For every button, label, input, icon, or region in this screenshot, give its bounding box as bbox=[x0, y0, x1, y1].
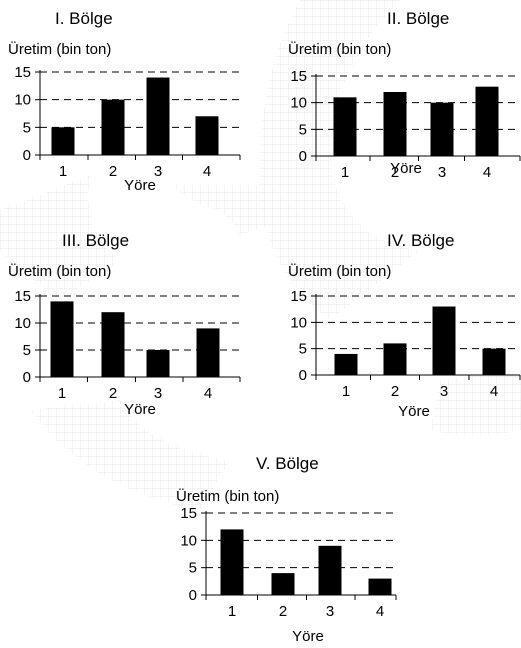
y-tick-label: 5 bbox=[189, 560, 197, 577]
bar-1 bbox=[334, 353, 358, 375]
y-tick-label: 5 bbox=[23, 342, 31, 359]
y-tick-label: 15 bbox=[290, 288, 307, 305]
bar-chart: I. Bölge Üretim (bin ton) 0 5 10 15 1 2 3 4 Yöre bbox=[8, 9, 241, 194]
chart-title: II. Bölge bbox=[387, 9, 449, 28]
y-axis-label: Üretim (bin ton) bbox=[288, 262, 391, 280]
y-tick-label: 10 bbox=[180, 532, 197, 549]
bar-1 bbox=[220, 529, 244, 595]
y-axis-label: Üretim (bin ton) bbox=[176, 487, 279, 505]
x-tick-label: 3 bbox=[440, 383, 448, 400]
x-tick-label: 1 bbox=[341, 164, 349, 181]
x-tick-label: 3 bbox=[154, 163, 162, 180]
bar-4 bbox=[195, 116, 219, 155]
watermark-arrow-middle bbox=[170, 185, 300, 235]
watermark-arc-right bbox=[430, 370, 521, 435]
bar-2 bbox=[271, 573, 295, 595]
y-tick-label: 5 bbox=[23, 119, 31, 136]
bar-4 bbox=[482, 348, 506, 375]
y-tick-label: 0 bbox=[299, 148, 307, 165]
x-axis-label: Yöre bbox=[292, 628, 324, 645]
bar-2 bbox=[383, 92, 407, 156]
chart-title: IV. Bölge bbox=[387, 231, 454, 250]
x-tick-label: 2 bbox=[279, 603, 287, 620]
bar-3 bbox=[430, 102, 454, 156]
x-axis-label: Yöre bbox=[398, 403, 430, 420]
y-tick-label: 15 bbox=[290, 68, 307, 85]
y-tick-label: 10 bbox=[14, 92, 31, 109]
y-axis-label: Üretim (bin ton) bbox=[8, 40, 111, 58]
bar-chart: III. Bölge Üretim (bin ton) 0 5 10 15 1 2 3 4 Yöre bbox=[8, 231, 241, 418]
x-tick-label: 1 bbox=[58, 385, 66, 402]
y-tick-label: 0 bbox=[299, 367, 307, 384]
y-axis-label: Üretim (bin ton) bbox=[8, 262, 111, 280]
bar-3 bbox=[318, 545, 342, 595]
y-tick-label: 10 bbox=[290, 95, 307, 112]
x-tick-label: 2 bbox=[391, 164, 399, 181]
bar-2 bbox=[383, 343, 407, 375]
x-tick-label: 1 bbox=[228, 603, 236, 620]
y-tick-label: 5 bbox=[299, 121, 307, 138]
bar-chart: V. Bölge Üretim (bin ton) 0 5 10 15 1 2 3 4 Yöre bbox=[176, 454, 397, 645]
bar-chart: II. Bölge Üretim (bin ton) 0 5 10 15 1 2 3 4 Yöre bbox=[288, 9, 521, 181]
bar-4 bbox=[368, 578, 392, 595]
chart-title: III. Bölge bbox=[62, 231, 129, 250]
y-tick-label: 0 bbox=[23, 147, 31, 164]
x-tick-label: 4 bbox=[490, 383, 498, 400]
y-tick-label: 15 bbox=[14, 64, 31, 81]
chart-region-4: IV. Bölge Üretim (bin ton) 0 5 10 15 1 2 3 4 Yöre bbox=[282, 222, 521, 422]
x-axis-label: Yöre bbox=[124, 177, 156, 194]
bar-4 bbox=[475, 86, 499, 156]
bar-4 bbox=[196, 328, 220, 377]
x-tick-label: 4 bbox=[483, 164, 491, 181]
bar-3 bbox=[432, 306, 456, 375]
bar-3 bbox=[146, 77, 170, 155]
x-tick-label: 3 bbox=[438, 164, 446, 181]
x-tick-label: 4 bbox=[203, 163, 211, 180]
chart-region-3: III. Bölge Üretim (bin ton) 0 5 10 15 1 2 3 4 Yöre bbox=[0, 222, 260, 422]
y-axis-label: Üretim (bin ton) bbox=[288, 40, 391, 58]
x-tick-label: 3 bbox=[326, 603, 334, 620]
x-tick-label: 1 bbox=[342, 383, 350, 400]
bar-2 bbox=[101, 312, 125, 377]
bar-1 bbox=[50, 301, 74, 377]
x-tick-label: 1 bbox=[59, 163, 67, 180]
watermark-arc-top bbox=[258, 0, 420, 320]
bar-3 bbox=[146, 350, 170, 377]
bar-1 bbox=[333, 97, 357, 156]
bar-1 bbox=[51, 127, 75, 155]
x-tick-label: 2 bbox=[109, 385, 117, 402]
y-tick-label: 5 bbox=[299, 341, 307, 358]
y-tick-label: 10 bbox=[290, 314, 307, 331]
chart-title: V. Bölge bbox=[256, 454, 319, 473]
chart-region-1: I. Bölge Üretim (bin ton) 0 5 10 15 1 2 3 4 Yöre bbox=[0, 0, 260, 200]
x-tick-label: 2 bbox=[109, 163, 117, 180]
chart-region-5: V. Bölge Üretim (bin ton) 0 5 10 15 1 2 3 4 Yöre bbox=[168, 442, 428, 648]
y-tick-label: 15 bbox=[180, 505, 197, 522]
chart-region-2: II. Bölge Üretim (bin ton) 0 5 10 15 1 2 3 4 Yöre bbox=[282, 0, 521, 200]
chart-title: I. Bölge bbox=[55, 9, 113, 28]
y-tick-label: 10 bbox=[14, 315, 31, 332]
bar-2 bbox=[101, 99, 125, 155]
x-axis-label: Yöre bbox=[390, 160, 422, 177]
x-axis-label: Yöre bbox=[124, 401, 156, 418]
x-tick-label: 3 bbox=[154, 385, 162, 402]
watermark-arc-bottom bbox=[30, 400, 230, 510]
y-tick-label: 0 bbox=[23, 369, 31, 386]
x-tick-label: 4 bbox=[376, 603, 384, 620]
x-tick-label: 2 bbox=[391, 383, 399, 400]
y-tick-label: 0 bbox=[189, 587, 197, 604]
x-tick-label: 4 bbox=[204, 385, 212, 402]
bar-chart: IV. Bölge Üretim (bin ton) 0 5 10 15 1 2 3 4 Yöre bbox=[288, 231, 521, 420]
y-tick-label: 15 bbox=[14, 288, 31, 305]
watermark-arc-left bbox=[0, 175, 120, 300]
